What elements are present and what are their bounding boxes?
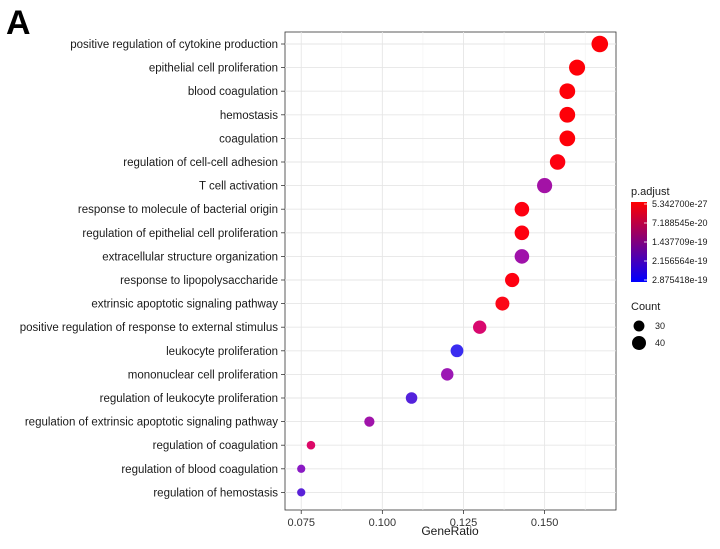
term-point [297, 488, 306, 497]
color-legend: p.adjust 5.342700e-27 7.188545e-20 1.43770… [631, 186, 708, 285]
term-label: mononuclear cell proliferation [128, 369, 278, 381]
term-point [549, 154, 566, 170]
color-legend-label: 7.188545e-20 [652, 218, 708, 228]
term-label: regulation of hemostasis [153, 487, 278, 499]
term-label: positive regulation of response to exter… [20, 322, 279, 334]
term-point [514, 201, 530, 217]
term-point [569, 59, 586, 76]
term-point [514, 225, 530, 241]
term-label: regulation of epithelial cell proliferat… [82, 228, 278, 240]
term-point [405, 392, 418, 404]
x-tick-label: 0.075 [287, 517, 315, 529]
panel-label: A [6, 4, 31, 42]
term-point [559, 106, 576, 123]
term-point [473, 320, 487, 334]
term-label: regulation of blood coagulation [121, 464, 278, 476]
term-label: blood coagulation [188, 86, 278, 98]
size-legend-label: 30 [655, 321, 665, 331]
term-label: positive regulation of cytokine producti… [70, 39, 278, 51]
color-legend-label: 2.156564e-19 [652, 256, 708, 266]
x-tick-label: 0.125 [450, 517, 478, 529]
x-tick-label: 0.150 [531, 517, 559, 529]
term-point [505, 272, 520, 288]
term-point [559, 130, 576, 147]
size-legend: Count 30 40 [631, 301, 665, 350]
x-axis-title: GeneRatio [421, 524, 479, 538]
term-label: regulation of leukocyte proliferation [100, 393, 278, 405]
term-point [364, 416, 375, 427]
color-legend-title: p.adjust [631, 186, 670, 198]
term-label: regulation of cell-cell adhesion [123, 157, 278, 169]
term-label: hemostasis [220, 110, 278, 122]
size-legend-label: 40 [655, 338, 665, 348]
color-legend-label: 2.875418e-19 [652, 275, 708, 285]
color-legend-label: 1.437709e-19 [652, 237, 708, 247]
term-label: regulation of coagulation [153, 440, 278, 452]
term-labels: positive regulation of cytokine producti… [20, 39, 285, 499]
term-point [495, 296, 510, 311]
term-label: epithelial cell proliferation [149, 63, 278, 75]
color-legend-labels: 5.342700e-27 7.188545e-20 1.437709e-19 2.15… [644, 199, 708, 285]
term-label: extrinsic apoptotic signaling pathway [91, 299, 278, 311]
size-legend-dot [632, 336, 646, 350]
size-legend-items: 30 40 [632, 320, 665, 350]
x-axis: 0.075 0.100 0.125 0.150 [287, 510, 558, 529]
x-tick-label: 0.100 [369, 517, 397, 529]
term-point [450, 344, 464, 358]
term-label: coagulation [219, 133, 278, 145]
term-point [514, 249, 530, 264]
term-point [441, 368, 454, 381]
term-label: response to molecule of bacterial origin [78, 204, 278, 216]
term-point [591, 35, 609, 53]
term-point [559, 83, 576, 100]
plot-panel [284, 31, 617, 511]
data-points [297, 35, 609, 497]
color-legend-bar [631, 202, 647, 282]
term-point [297, 464, 306, 473]
term-point [306, 440, 316, 450]
size-legend-title: Count [631, 301, 660, 313]
term-label: T cell activation [199, 181, 278, 193]
term-label: response to lipopolysaccharide [120, 275, 278, 287]
term-point [537, 178, 553, 194]
color-legend-label: 5.342700e-27 [652, 199, 708, 209]
term-label: regulation of extrinsic apoptotic signal… [25, 417, 278, 429]
term-label: extracellular structure organization [102, 251, 278, 263]
size-legend-dot [633, 320, 645, 332]
term-label: leukocyte proliferation [166, 346, 278, 358]
